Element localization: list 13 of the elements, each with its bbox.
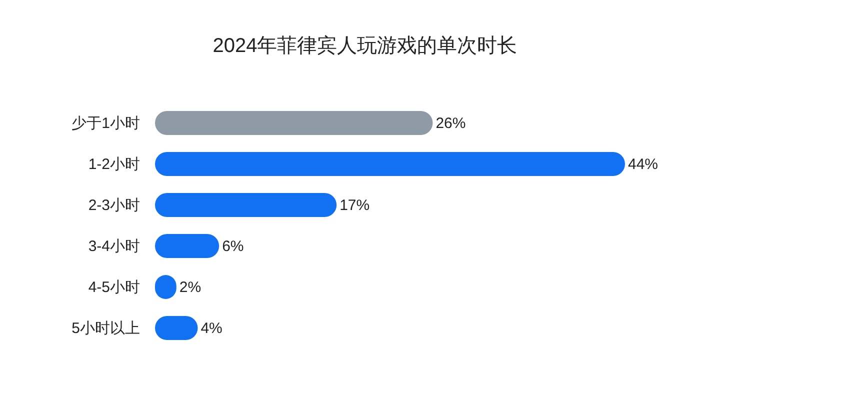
category-label: 5小时以上 [72,320,140,337]
category-label: 4-5小时 [88,279,140,296]
title: 2024年菲律宾人玩游戏的单次时长 [212,35,518,57]
value-label: 2% [179,279,202,296]
value-label: 44% [628,156,658,173]
category-label: 1-2小时 [88,156,140,173]
value-label: 6% [222,238,244,255]
category-label: 3-4小时 [88,238,140,255]
value-label: 4% [200,320,222,337]
value-label: 26% [436,115,466,132]
category-label: 少于1小时 [72,115,140,132]
category-label: 2-3小时 [88,197,140,214]
value-label: 17% [340,197,370,214]
